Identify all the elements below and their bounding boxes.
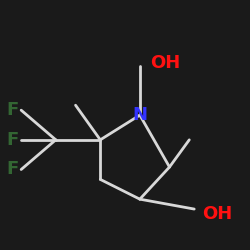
Text: OH: OH: [150, 54, 180, 72]
Text: OH: OH: [202, 205, 232, 223]
Text: F: F: [6, 101, 19, 119]
Text: N: N: [132, 106, 147, 124]
Text: F: F: [6, 131, 19, 149]
Text: F: F: [6, 160, 19, 178]
